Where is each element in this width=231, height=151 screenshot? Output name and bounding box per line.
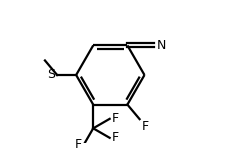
Text: N: N <box>156 39 165 52</box>
Text: F: F <box>74 138 82 151</box>
Text: F: F <box>141 120 148 133</box>
Text: S: S <box>47 69 55 82</box>
Text: F: F <box>111 112 118 125</box>
Text: F: F <box>111 131 118 144</box>
